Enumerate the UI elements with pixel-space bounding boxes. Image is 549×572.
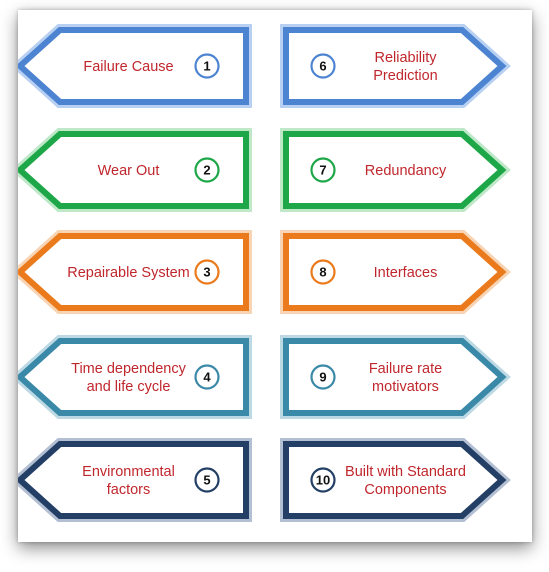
factor-label: Redundancy	[365, 163, 447, 179]
number-badge	[310, 364, 336, 390]
factor-label: Repairable System	[67, 265, 190, 281]
number-badge	[310, 259, 336, 285]
number-badge	[310, 157, 336, 183]
factor-label: Interfaces	[374, 265, 438, 281]
arrow-shape	[18, 131, 249, 209]
number-badge	[194, 259, 220, 285]
factor-item-6: 6 Reliability Prediction	[280, 24, 511, 108]
factor-item-9: 9 Failure rate motivators	[280, 335, 511, 419]
factor-label: Failure Cause	[83, 59, 173, 75]
factor-item-2: 2 Wear Out	[18, 128, 252, 212]
factor-label: Environmental	[82, 464, 175, 480]
arrow-shape	[18, 233, 249, 311]
factor-label: Built with Standard	[345, 464, 466, 480]
number-badge	[194, 364, 220, 390]
factor-item-3: 3 Repairable System	[18, 230, 252, 314]
factors-diagram: 1 Failure Cause 2 Wear Out 3 Repairable Syste…	[18, 24, 511, 522]
number-label: 5	[203, 473, 210, 488]
number-label: 1	[203, 59, 210, 74]
factor-label: motivators	[372, 379, 439, 395]
number-label: 8	[319, 265, 326, 280]
number-label: 4	[203, 370, 211, 385]
arrow-shape	[18, 27, 249, 105]
number-label: 7	[319, 163, 326, 178]
number-label: 3	[203, 265, 210, 280]
factor-label: factors	[107, 482, 151, 498]
arrow-shape	[283, 338, 507, 416]
number-badge	[194, 467, 220, 493]
factor-item-7: 7 Redundancy	[280, 128, 511, 212]
factor-label: Prediction	[373, 68, 437, 84]
factor-label: Reliability	[374, 50, 437, 66]
arrow-shape	[18, 441, 249, 519]
factor-label: Wear Out	[98, 163, 160, 179]
arrow-shape	[283, 233, 507, 311]
arrow-shape	[18, 338, 249, 416]
number-badge	[194, 157, 220, 183]
number-label: 9	[319, 370, 326, 385]
factor-item-8: 8 Interfaces	[280, 230, 511, 314]
factor-label: Components	[364, 482, 446, 498]
diagram-card: 1 Failure Cause 2 Wear Out 3 Repairable Syste…	[18, 10, 532, 542]
factor-item-1: 1 Failure Cause	[18, 24, 252, 108]
factor-item-5: 5 Environmental factors	[18, 438, 252, 522]
factor-label: Failure rate	[369, 361, 442, 377]
number-label: 6	[319, 59, 326, 74]
number-label: 2	[203, 163, 210, 178]
number-label: 10	[316, 473, 330, 488]
arrow-shape	[283, 131, 507, 209]
number-badge	[194, 53, 220, 79]
number-badge	[310, 53, 336, 79]
factor-label: Time dependency	[71, 361, 186, 377]
factor-item-10: 10 Built with Standard Components	[280, 438, 511, 522]
arrow-shape	[283, 441, 507, 519]
arrow-shape	[283, 27, 507, 105]
number-badge	[310, 467, 336, 493]
factor-item-4: 4 Time dependency and life cycle	[18, 335, 252, 419]
factor-label: and life cycle	[87, 379, 171, 395]
